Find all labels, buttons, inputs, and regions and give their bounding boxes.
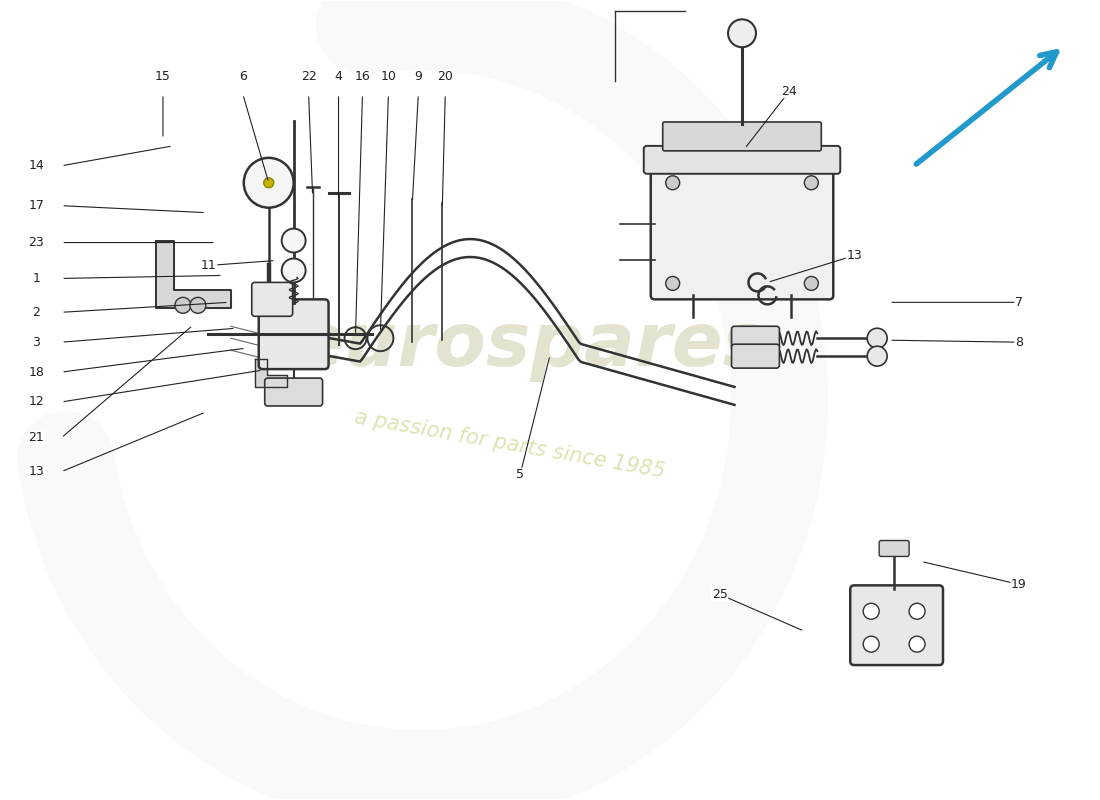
Text: 10: 10 <box>381 70 396 82</box>
Text: 5: 5 <box>516 468 524 482</box>
Polygon shape <box>156 241 231 308</box>
FancyBboxPatch shape <box>265 378 322 406</box>
FancyBboxPatch shape <box>732 326 780 350</box>
Text: 23: 23 <box>29 236 44 249</box>
Circle shape <box>867 346 887 366</box>
Text: 8: 8 <box>1015 336 1023 349</box>
Text: 13: 13 <box>846 249 862 262</box>
Circle shape <box>864 603 879 619</box>
Polygon shape <box>255 359 287 387</box>
FancyBboxPatch shape <box>258 299 329 369</box>
Text: 11: 11 <box>201 259 217 272</box>
Text: 3: 3 <box>32 336 41 349</box>
FancyBboxPatch shape <box>850 586 943 665</box>
Text: 1: 1 <box>32 272 41 285</box>
Circle shape <box>282 258 306 282</box>
Circle shape <box>867 328 887 348</box>
FancyBboxPatch shape <box>252 282 293 316</box>
FancyBboxPatch shape <box>732 344 780 368</box>
Text: 14: 14 <box>29 159 44 172</box>
FancyBboxPatch shape <box>662 122 822 151</box>
Text: 20: 20 <box>438 70 453 82</box>
Circle shape <box>264 178 274 188</box>
Text: 21: 21 <box>29 431 44 444</box>
Text: a passion for parts since 1985: a passion for parts since 1985 <box>353 408 667 482</box>
FancyBboxPatch shape <box>879 541 909 557</box>
Text: 4: 4 <box>334 70 342 82</box>
FancyBboxPatch shape <box>651 167 834 299</box>
Circle shape <box>244 158 294 208</box>
Text: 6: 6 <box>239 70 246 82</box>
Circle shape <box>909 636 925 652</box>
Circle shape <box>175 298 191 314</box>
Circle shape <box>728 19 756 47</box>
Text: 16: 16 <box>354 70 371 82</box>
Text: 7: 7 <box>1015 296 1023 309</box>
Circle shape <box>864 636 879 652</box>
Text: 22: 22 <box>300 70 317 82</box>
Text: 13: 13 <box>29 466 44 478</box>
Text: 24: 24 <box>781 85 798 98</box>
Circle shape <box>909 603 925 619</box>
Circle shape <box>666 277 680 290</box>
Circle shape <box>804 277 818 290</box>
Text: 18: 18 <box>29 366 44 378</box>
Text: 25: 25 <box>712 588 727 601</box>
Text: 19: 19 <box>1011 578 1026 591</box>
Text: 12: 12 <box>29 395 44 409</box>
Text: 9: 9 <box>415 70 422 82</box>
Circle shape <box>804 176 818 190</box>
Text: 15: 15 <box>155 70 170 82</box>
Circle shape <box>190 298 206 314</box>
Text: 17: 17 <box>29 199 44 212</box>
Circle shape <box>282 229 306 253</box>
Text: eurospares: eurospares <box>293 309 767 382</box>
FancyBboxPatch shape <box>644 146 840 174</box>
Text: 2: 2 <box>32 306 41 319</box>
Circle shape <box>666 176 680 190</box>
